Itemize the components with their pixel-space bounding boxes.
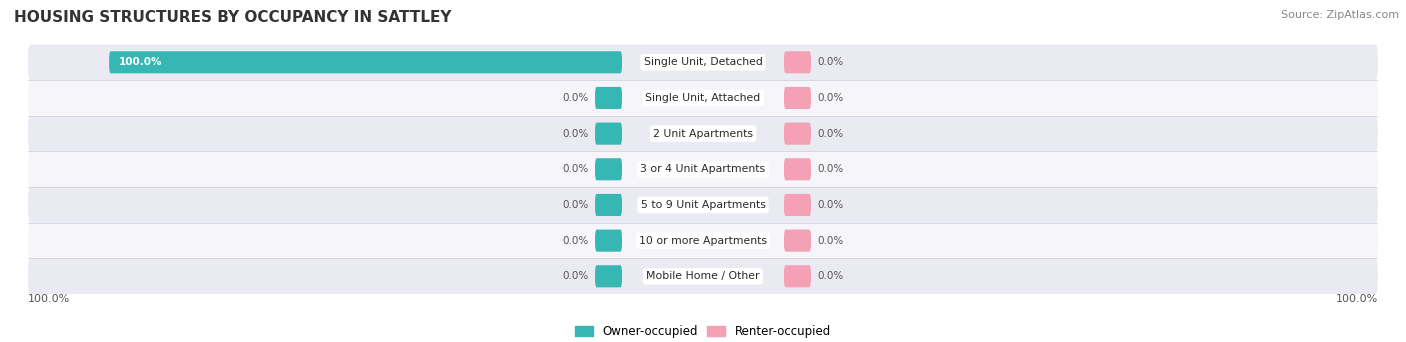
Text: 0.0%: 0.0% bbox=[818, 93, 844, 103]
FancyBboxPatch shape bbox=[785, 194, 811, 216]
FancyBboxPatch shape bbox=[595, 265, 621, 287]
Text: 0.0%: 0.0% bbox=[818, 236, 844, 246]
FancyBboxPatch shape bbox=[28, 223, 1378, 259]
Text: Mobile Home / Other: Mobile Home / Other bbox=[647, 271, 759, 281]
FancyBboxPatch shape bbox=[28, 259, 1378, 294]
FancyBboxPatch shape bbox=[595, 158, 621, 180]
FancyBboxPatch shape bbox=[785, 265, 811, 287]
FancyBboxPatch shape bbox=[595, 87, 621, 109]
FancyBboxPatch shape bbox=[28, 44, 1378, 80]
Text: HOUSING STRUCTURES BY OCCUPANCY IN SATTLEY: HOUSING STRUCTURES BY OCCUPANCY IN SATTL… bbox=[14, 10, 451, 25]
FancyBboxPatch shape bbox=[110, 51, 621, 73]
Text: Single Unit, Attached: Single Unit, Attached bbox=[645, 93, 761, 103]
Text: 0.0%: 0.0% bbox=[562, 129, 588, 139]
FancyBboxPatch shape bbox=[785, 229, 811, 252]
Text: 0.0%: 0.0% bbox=[818, 57, 844, 67]
Text: 0.0%: 0.0% bbox=[818, 129, 844, 139]
Text: 0.0%: 0.0% bbox=[562, 236, 588, 246]
FancyBboxPatch shape bbox=[785, 158, 811, 180]
Text: Single Unit, Detached: Single Unit, Detached bbox=[644, 57, 762, 67]
Text: 3 or 4 Unit Apartments: 3 or 4 Unit Apartments bbox=[641, 164, 765, 174]
Legend: Owner-occupied, Renter-occupied: Owner-occupied, Renter-occupied bbox=[571, 321, 835, 342]
FancyBboxPatch shape bbox=[785, 87, 811, 109]
Text: 0.0%: 0.0% bbox=[562, 271, 588, 281]
FancyBboxPatch shape bbox=[595, 194, 621, 216]
Text: 0.0%: 0.0% bbox=[818, 200, 844, 210]
FancyBboxPatch shape bbox=[28, 116, 1378, 152]
FancyBboxPatch shape bbox=[595, 229, 621, 252]
FancyBboxPatch shape bbox=[595, 122, 621, 145]
Text: 2 Unit Apartments: 2 Unit Apartments bbox=[652, 129, 754, 139]
Text: 0.0%: 0.0% bbox=[562, 93, 588, 103]
Text: 0.0%: 0.0% bbox=[818, 164, 844, 174]
Text: 0.0%: 0.0% bbox=[562, 164, 588, 174]
Text: 100.0%: 100.0% bbox=[28, 294, 70, 304]
FancyBboxPatch shape bbox=[785, 51, 811, 73]
Text: Source: ZipAtlas.com: Source: ZipAtlas.com bbox=[1281, 10, 1399, 20]
Text: 0.0%: 0.0% bbox=[818, 271, 844, 281]
FancyBboxPatch shape bbox=[28, 152, 1378, 187]
FancyBboxPatch shape bbox=[28, 80, 1378, 116]
Text: 5 to 9 Unit Apartments: 5 to 9 Unit Apartments bbox=[641, 200, 765, 210]
FancyBboxPatch shape bbox=[28, 187, 1378, 223]
FancyBboxPatch shape bbox=[785, 122, 811, 145]
Text: 100.0%: 100.0% bbox=[120, 57, 163, 67]
Text: 10 or more Apartments: 10 or more Apartments bbox=[638, 236, 768, 246]
Text: 0.0%: 0.0% bbox=[562, 200, 588, 210]
Text: 100.0%: 100.0% bbox=[1336, 294, 1378, 304]
